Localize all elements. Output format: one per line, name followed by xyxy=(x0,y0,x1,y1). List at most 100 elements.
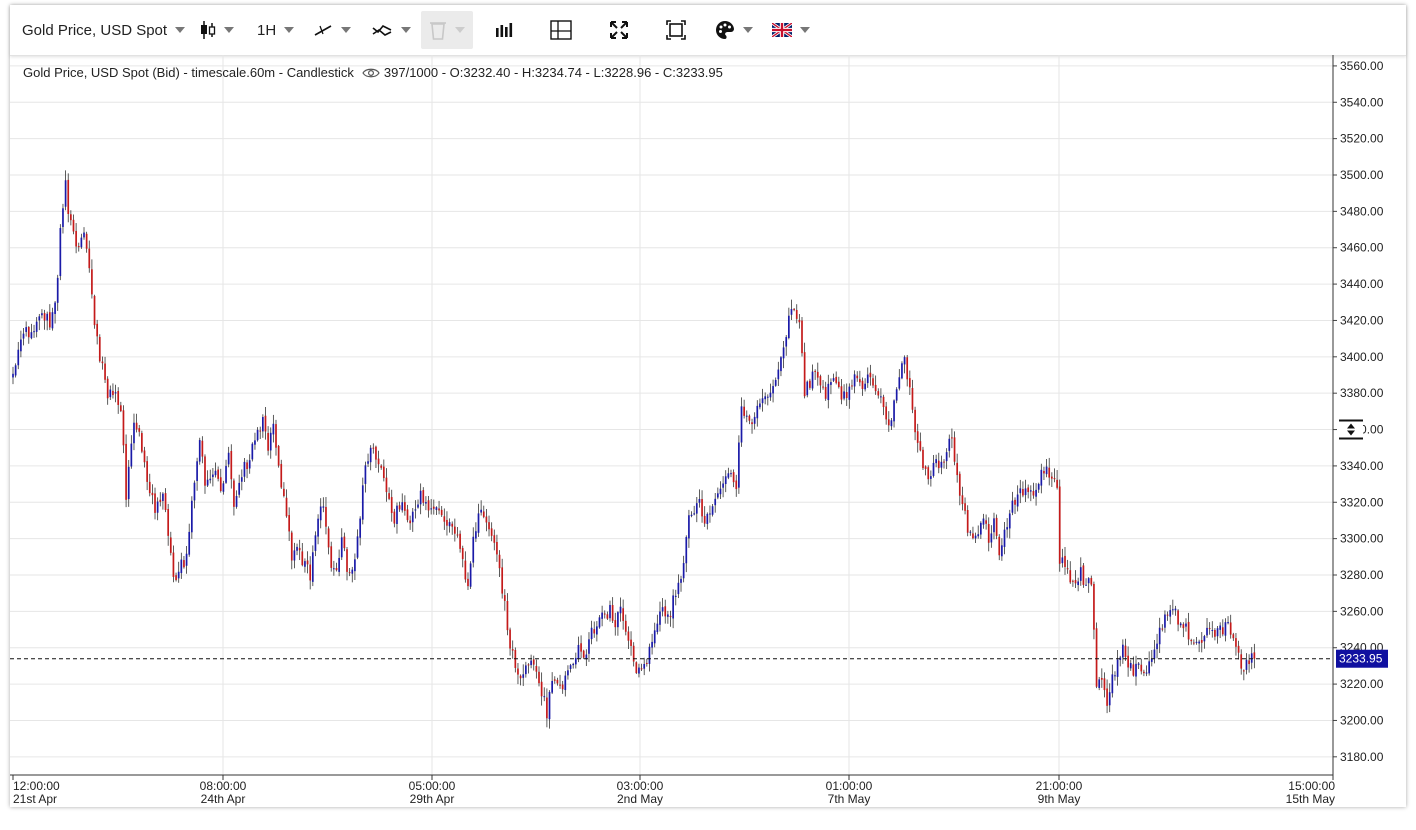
candle-down xyxy=(1053,478,1056,480)
candle-down xyxy=(506,600,509,631)
candle-up xyxy=(162,493,164,502)
candle-down xyxy=(490,528,493,536)
candle-up xyxy=(574,657,577,665)
candle-down xyxy=(1056,479,1058,488)
x-tick-date-label: 21st Apr xyxy=(13,792,57,806)
candle-down xyxy=(325,506,327,527)
candle-down xyxy=(908,378,911,388)
candle-up xyxy=(256,429,259,441)
candle-down xyxy=(840,386,843,400)
candle-down xyxy=(277,445,280,466)
candle-up xyxy=(430,508,433,510)
candle-down xyxy=(298,547,301,551)
candle-up xyxy=(880,396,882,398)
candle-down xyxy=(540,681,543,697)
candle-up xyxy=(396,505,398,524)
candle-up xyxy=(248,460,251,469)
candle-up xyxy=(1079,567,1082,581)
instrument-selector[interactable]: Gold Price, USD Spot xyxy=(22,11,186,49)
fit-screen-icon xyxy=(666,20,686,40)
candle-down xyxy=(1066,568,1069,570)
candle-down xyxy=(288,515,290,532)
candle-down xyxy=(509,629,511,649)
eye-icon[interactable] xyxy=(362,67,380,79)
y-tick-label: 3400.00 xyxy=(1340,350,1384,364)
candle-down xyxy=(632,645,635,662)
candle-up xyxy=(1198,641,1200,644)
candle-up xyxy=(811,371,814,389)
candle-up xyxy=(419,490,422,505)
candle-up xyxy=(577,644,580,659)
candle-up xyxy=(130,443,133,467)
candle-down xyxy=(201,440,204,457)
candle-down xyxy=(627,631,630,641)
y-scale-handle-icon[interactable] xyxy=(1339,419,1363,440)
candle-up xyxy=(598,617,601,628)
candle-down xyxy=(559,684,561,686)
candle-down xyxy=(703,515,706,524)
candle-down xyxy=(438,508,440,511)
candle-down xyxy=(630,639,632,646)
candle-down xyxy=(154,493,156,513)
x-tick-date-label: 29th Apr xyxy=(410,792,455,806)
line-tools-button[interactable] xyxy=(313,11,351,49)
candle-up xyxy=(619,606,622,614)
theme-button[interactable] xyxy=(715,11,753,49)
candle-down xyxy=(1124,645,1127,657)
candle-up xyxy=(411,511,414,523)
timeframe-selector[interactable]: 1H xyxy=(257,11,295,49)
candle-up xyxy=(448,522,451,527)
candle-down xyxy=(532,659,535,665)
candle-down xyxy=(485,516,488,523)
delete-button[interactable] xyxy=(421,11,473,49)
candle-down xyxy=(1090,577,1093,585)
candle-down xyxy=(91,269,93,295)
timeframe-label: 1H xyxy=(257,21,277,39)
indicators-button[interactable] xyxy=(371,11,411,49)
candle-down xyxy=(611,605,614,621)
candle-up xyxy=(866,374,869,384)
candle-up xyxy=(1011,500,1014,513)
candle-down xyxy=(498,554,501,569)
candle-up xyxy=(588,639,590,654)
candle-up xyxy=(969,531,972,533)
candle-up xyxy=(17,349,20,366)
candle-up xyxy=(714,498,717,506)
candle-down xyxy=(377,458,380,465)
candle-down xyxy=(1048,467,1051,478)
candle-down xyxy=(346,549,348,572)
candle-down xyxy=(801,320,803,354)
candle-up xyxy=(590,627,593,640)
candle-up xyxy=(656,623,659,633)
candle-up xyxy=(774,380,777,386)
candle-down xyxy=(972,533,974,539)
fullscreen-button[interactable] xyxy=(610,11,628,49)
candle-up xyxy=(35,321,38,332)
y-tick-label: 3500.00 xyxy=(1340,168,1384,182)
candle-up xyxy=(864,383,866,390)
candle-up xyxy=(311,552,314,582)
candle-down xyxy=(527,664,530,666)
volume-button[interactable] xyxy=(495,11,513,49)
candle-down xyxy=(1242,670,1245,672)
current-price-line: 3233.95 xyxy=(10,649,1388,668)
candle-down xyxy=(464,560,467,580)
fit-screen-button[interactable] xyxy=(666,11,686,49)
candle-up xyxy=(761,398,764,404)
candle-down xyxy=(459,533,461,549)
candle-up xyxy=(1179,623,1182,626)
current-price-badge xyxy=(1336,649,1388,668)
candle-up xyxy=(359,518,362,538)
chart-type-button[interactable] xyxy=(200,11,234,49)
candle-up xyxy=(843,391,845,399)
candle-up xyxy=(653,630,656,644)
language-selector[interactable] xyxy=(772,11,810,49)
candle-up xyxy=(766,396,769,398)
candle-up xyxy=(1156,643,1158,650)
candle-down xyxy=(456,534,459,536)
candle-down xyxy=(803,352,806,397)
candle-down xyxy=(748,415,751,421)
crosshair-button[interactable] xyxy=(550,11,572,49)
candle-up xyxy=(304,561,306,567)
